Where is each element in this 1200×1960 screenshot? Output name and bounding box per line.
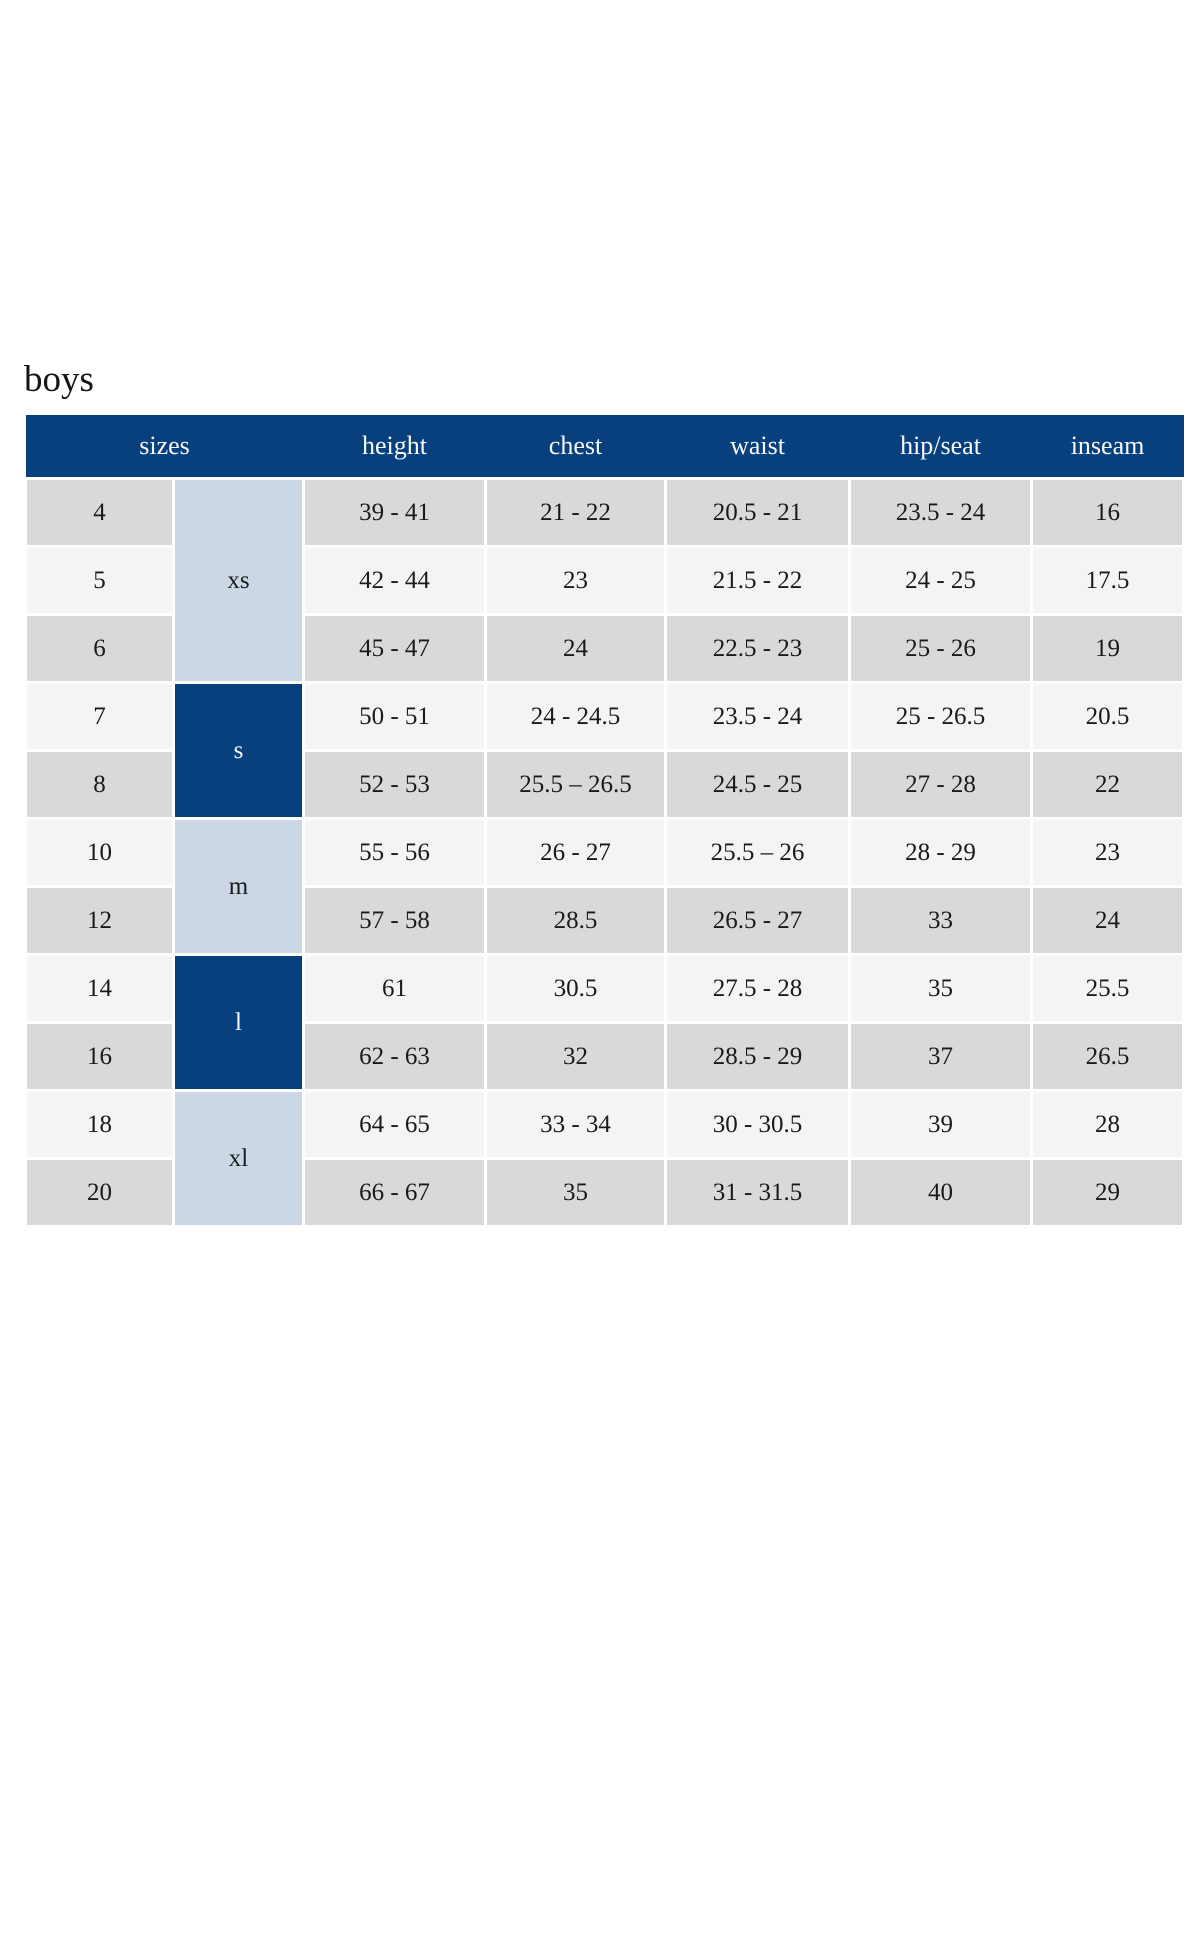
table-row: 14 l 61 30.5 27.5 - 28 35 25.5 — [24, 953, 1186, 1093]
height-cell: 50 - 51 — [302, 681, 488, 753]
height-cell: 52 - 53 — [302, 749, 488, 821]
inseam-cell: 26.5 — [1030, 1021, 1186, 1093]
size-group-cell-m: m — [171, 817, 306, 957]
table-header: sizes height chest waist hip/seat inseam — [25, 414, 1184, 481]
height-cell: 39 - 41 — [302, 477, 488, 549]
size-cell: 18 — [24, 1089, 175, 1161]
col-header-waist: waist — [665, 414, 850, 481]
col-header-height: height — [303, 414, 486, 481]
chest-cell: 25.5 – 26.5 — [484, 749, 668, 821]
waist-cell: 30 - 30.5 — [664, 1089, 852, 1161]
height-cell: 42 - 44 — [302, 545, 488, 617]
size-group-cell-l: l — [171, 953, 306, 1093]
height-cell: 45 - 47 — [302, 613, 488, 685]
height-cell: 61 — [302, 953, 488, 1025]
size-cell: 20 — [24, 1157, 175, 1229]
chest-cell: 23 — [484, 545, 668, 617]
size-cell: 5 — [24, 545, 175, 617]
chest-cell: 35 — [484, 1157, 668, 1229]
size-cell: 14 — [24, 953, 175, 1025]
height-cell: 57 - 58 — [302, 885, 488, 957]
col-header-hip-seat: hip/seat — [849, 414, 1032, 481]
height-cell: 64 - 65 — [302, 1089, 488, 1161]
chest-cell: 26 - 27 — [484, 817, 668, 889]
waist-cell: 21.5 - 22 — [664, 545, 852, 617]
hip-seat-cell: 40 — [848, 1157, 1034, 1229]
table-row: 10 m 55 - 56 26 - 27 25.5 – 26 28 - 29 23 — [24, 817, 1186, 957]
table-row: 7 s 50 - 51 24 - 24.5 23.5 - 24 25 - 26.5 20.5 — [24, 681, 1186, 821]
table-row: 12 57 - 58 28.5 26.5 - 27 33 24 — [24, 885, 1186, 957]
boys-size-chart: sizes height chest waist hip/seat inseam… — [24, 414, 1186, 1229]
inseam-cell: 16 — [1030, 477, 1186, 549]
size-cell: 8 — [24, 749, 175, 821]
hip-seat-cell: 27 - 28 — [848, 749, 1034, 821]
hip-seat-cell: 33 — [848, 885, 1034, 957]
table-row: 8 52 - 53 25.5 – 26.5 24.5 - 25 27 - 28 22 — [24, 749, 1186, 821]
waist-cell: 26.5 - 27 — [664, 885, 852, 957]
table-row: 16 62 - 63 32 28.5 - 29 37 26.5 — [24, 1021, 1186, 1093]
hip-seat-cell: 37 — [848, 1021, 1034, 1093]
chest-cell: 21 - 22 — [484, 477, 668, 549]
waist-cell: 22.5 - 23 — [664, 613, 852, 685]
page-title: boys — [24, 359, 94, 400]
chest-cell: 32 — [484, 1021, 668, 1093]
table-row: 4 xs 39 - 41 21 - 22 20.5 - 21 23.5 - 24 16 — [24, 477, 1186, 685]
waist-cell: 25.5 – 26 — [664, 817, 852, 889]
waist-cell: 20.5 - 21 — [664, 477, 852, 549]
inseam-cell: 23 — [1030, 817, 1186, 889]
inseam-cell: 20.5 — [1030, 681, 1186, 753]
inseam-cell: 25.5 — [1030, 953, 1186, 1025]
col-header-inseam: inseam — [1031, 414, 1184, 481]
hip-seat-cell: 25 - 26 — [848, 613, 1034, 685]
col-header-chest: chest — [485, 414, 666, 481]
table-body: 4 xs 39 - 41 21 - 22 20.5 - 21 23.5 - 24 16 5 42… — [24, 477, 1186, 1229]
inseam-cell: 22 — [1030, 749, 1186, 821]
table-row: 18 xl 64 - 65 33 - 34 30 - 30.5 39 28 — [24, 1089, 1186, 1229]
inseam-cell: 29 — [1030, 1157, 1186, 1229]
size-cell: 10 — [24, 817, 175, 889]
inseam-cell: 17.5 — [1030, 545, 1186, 617]
size-group-cell-s: s — [171, 681, 306, 821]
inseam-cell: 28 — [1030, 1089, 1186, 1161]
col-header-sizes: sizes — [25, 414, 304, 481]
size-cell: 6 — [24, 613, 175, 685]
page: boys sizes height chest waist hip/seat i… — [0, 359, 1200, 1229]
hip-seat-cell: 24 - 25 — [848, 545, 1034, 617]
inseam-cell: 24 — [1030, 885, 1186, 957]
chest-cell: 24 - 24.5 — [484, 681, 668, 753]
waist-cell: 28.5 - 29 — [664, 1021, 852, 1093]
size-cell: 4 — [24, 477, 175, 549]
size-cell: 12 — [24, 885, 175, 957]
hip-seat-cell: 25 - 26.5 — [848, 681, 1034, 753]
size-group-cell-xl: xl — [171, 1089, 306, 1229]
waist-cell: 27.5 - 28 — [664, 953, 852, 1025]
waist-cell: 23.5 - 24 — [664, 681, 852, 753]
hip-seat-cell: 39 — [848, 1089, 1034, 1161]
table-row: 5 42 - 44 23 21.5 - 22 24 - 25 17.5 — [24, 545, 1186, 617]
hip-seat-cell: 28 - 29 — [848, 817, 1034, 889]
hip-seat-cell: 35 — [848, 953, 1034, 1025]
waist-cell: 24.5 - 25 — [664, 749, 852, 821]
chest-cell: 33 - 34 — [484, 1089, 668, 1161]
height-cell: 66 - 67 — [302, 1157, 488, 1229]
chest-cell: 24 — [484, 613, 668, 685]
chest-cell: 28.5 — [484, 885, 668, 957]
size-group-cell-xs: xs — [171, 477, 306, 685]
height-cell: 55 - 56 — [302, 817, 488, 889]
table-row: 6 45 - 47 24 22.5 - 23 25 - 26 19 — [24, 613, 1186, 685]
waist-cell: 31 - 31.5 — [664, 1157, 852, 1229]
chest-cell: 30.5 — [484, 953, 668, 1025]
table-row: 20 66 - 67 35 31 - 31.5 40 29 — [24, 1157, 1186, 1229]
height-cell: 62 - 63 — [302, 1021, 488, 1093]
inseam-cell: 19 — [1030, 613, 1186, 685]
size-cell: 7 — [24, 681, 175, 753]
size-cell: 16 — [24, 1021, 175, 1093]
header-row: sizes height chest waist hip/seat inseam — [25, 414, 1184, 481]
hip-seat-cell: 23.5 - 24 — [848, 477, 1034, 549]
